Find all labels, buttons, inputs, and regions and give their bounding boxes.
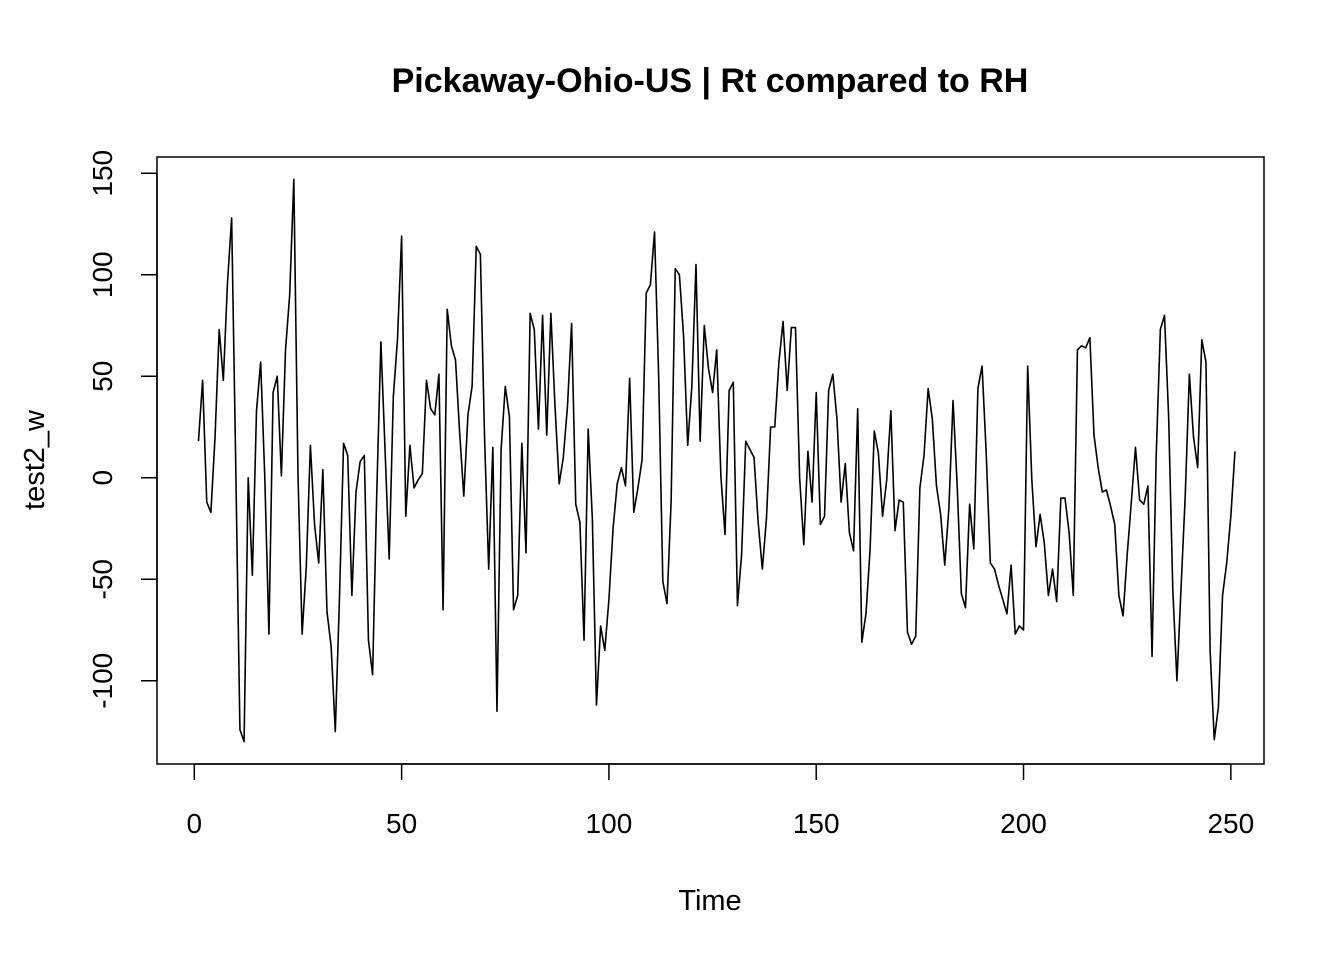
y-tick-label: 50 xyxy=(87,361,118,392)
y-tick-label: -100 xyxy=(87,653,118,709)
x-tick-label: 0 xyxy=(187,808,203,839)
series-layer xyxy=(197,178,1236,743)
x-tick-label: 100 xyxy=(586,808,633,839)
x-tick-label: 200 xyxy=(1000,808,1047,839)
y-tick-label: -50 xyxy=(87,559,118,599)
chart-title: Pickaway-Ohio-US | Rt compared to RH xyxy=(392,62,1029,100)
y-axis: -100 -50 0 50 100 150 xyxy=(87,150,158,709)
y-axis-label: test2_w xyxy=(19,409,51,510)
x-axis: 0 50 100 150 200 250 xyxy=(187,763,1254,839)
x-axis-label: Time xyxy=(678,885,741,917)
y-tick-label: 0 xyxy=(87,470,118,486)
x-tick-label: 250 xyxy=(1207,808,1254,839)
x-tick-label: 150 xyxy=(793,808,840,839)
x-tick-label: 50 xyxy=(386,808,417,839)
y-tick-label: 100 xyxy=(87,251,118,298)
series-line-1 xyxy=(197,178,1236,743)
y-tick-label: 150 xyxy=(87,150,118,197)
